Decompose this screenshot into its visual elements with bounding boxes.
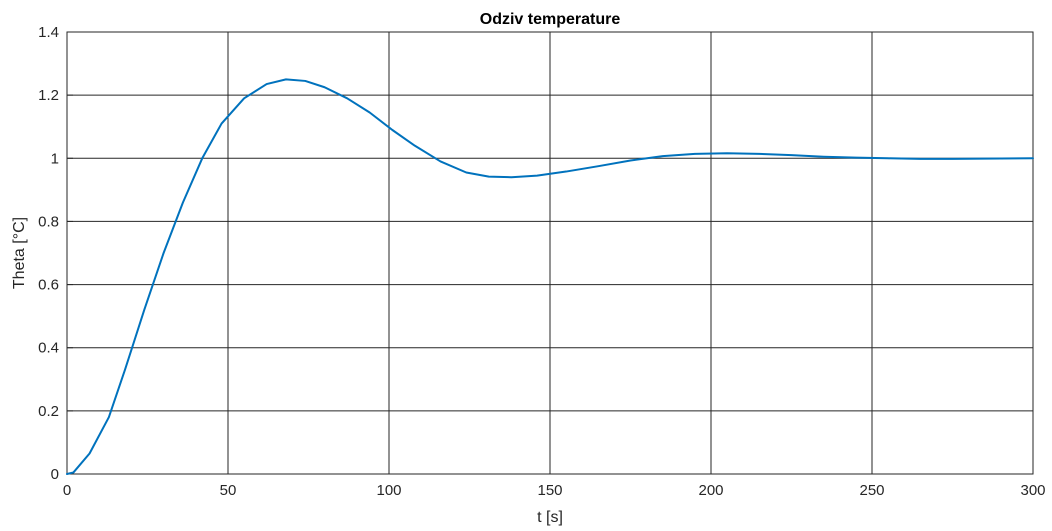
y-tick-label: 0 xyxy=(51,466,59,483)
chart-title: Odziv temperature xyxy=(480,11,621,28)
x-axis-label: t [s] xyxy=(537,509,563,526)
x-tick-label: 100 xyxy=(376,482,401,499)
y-tick-label: 0.6 xyxy=(38,277,59,294)
x-tick-label: 0 xyxy=(63,482,71,499)
y-tick-label: 0.8 xyxy=(38,213,59,230)
x-tick-label: 300 xyxy=(1020,482,1045,499)
y-tick-label: 0.2 xyxy=(38,403,59,420)
tick-labels: 0 50 100 150 200 250 300 0 0.2 0.4 0.6 0.8 1 1.2 1.4 xyxy=(38,24,1045,499)
x-tick-label: 250 xyxy=(859,482,884,499)
x-tick-label: 200 xyxy=(698,482,723,499)
grid xyxy=(66,31,1034,475)
y-tick-label: 1.4 xyxy=(38,24,59,41)
y-tick-label: 1.2 xyxy=(38,87,59,104)
y-axis-label: Theta [°C] xyxy=(11,217,28,289)
plot-area-frame xyxy=(66,31,1034,475)
series-line xyxy=(66,78,1034,475)
series-layer xyxy=(66,78,1034,475)
x-tick-label: 150 xyxy=(537,482,562,499)
y-tick-label: 0.4 xyxy=(38,340,59,357)
y-tick-label: 1 xyxy=(51,150,59,167)
x-tick-label: 50 xyxy=(220,482,237,499)
